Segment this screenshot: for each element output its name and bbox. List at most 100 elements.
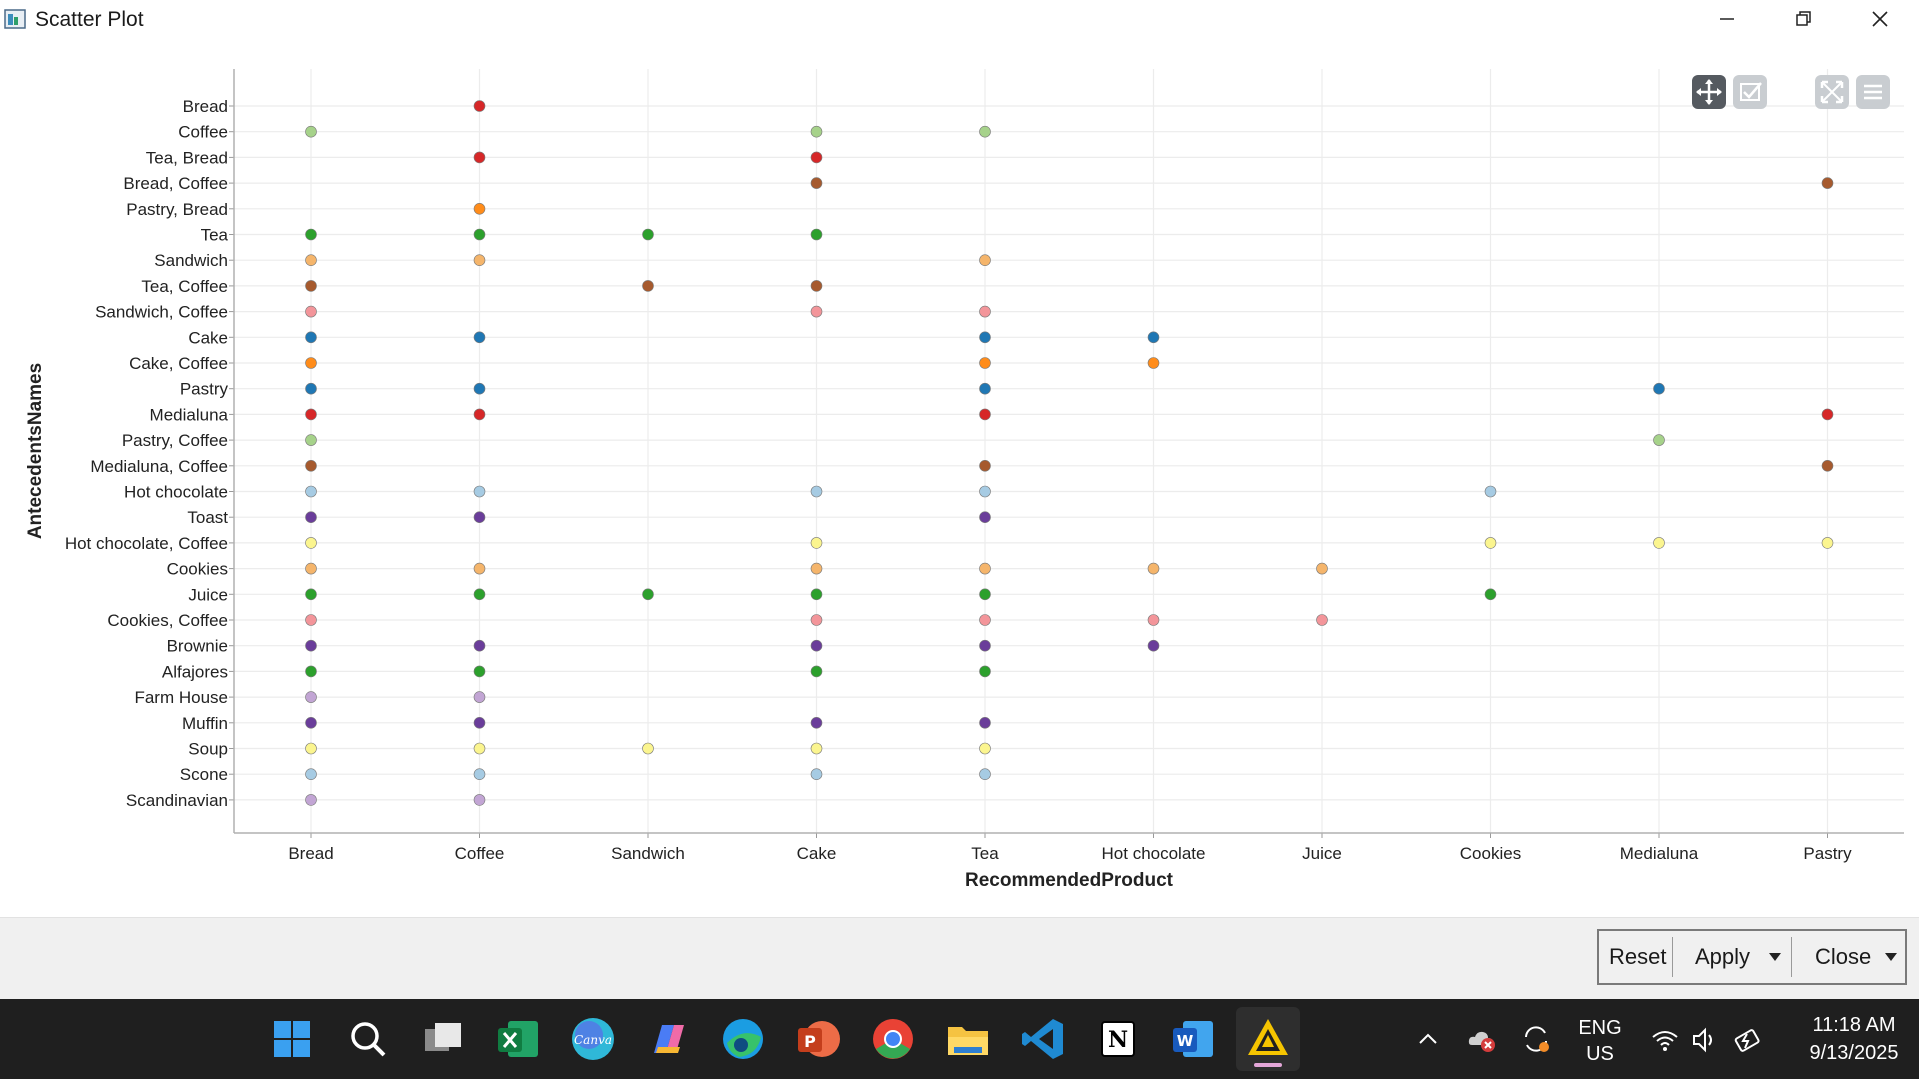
scatter-point: [305, 434, 317, 446]
powerpoint-app[interactable]: P: [792, 1013, 844, 1065]
apply-dropdown-icon[interactable]: [1768, 952, 1782, 962]
scatter-point: [642, 280, 654, 292]
word-app[interactable]: W: [1167, 1013, 1219, 1065]
scatter-point: [979, 254, 991, 266]
scatter-point: [305, 228, 317, 241]
apply-button[interactable]: Apply: [1695, 944, 1751, 969]
scatter-point: [305, 665, 317, 678]
scatter-point: [642, 588, 654, 601]
x-tick-label: Hot chocolate: [1102, 844, 1206, 863]
y-tick-label: Bread, Coffee: [123, 174, 228, 193]
start-button[interactable]: [266, 1013, 318, 1065]
x-tick-label: Cookies: [1460, 844, 1521, 863]
scatter-point: [473, 588, 486, 601]
clock-time[interactable]: 11:18 AM: [1812, 1014, 1896, 1036]
canva-icon: Canva: [572, 1018, 614, 1060]
y-tick-label: Pastry, Coffee: [122, 431, 228, 450]
battery-icon[interactable]: [1733, 1025, 1763, 1055]
region-indicator[interactable]: US: [1586, 1043, 1614, 1065]
search-button[interactable]: [342, 1013, 394, 1065]
onedrive-error-icon[interactable]: [1466, 1023, 1498, 1055]
y-tick-label: Brownie: [167, 637, 228, 656]
plot-area: Bread Coffee Tea, Bread Bread, Coffee Pastry…: [0, 39, 1919, 917]
scatter-point: [810, 588, 823, 601]
y-axis-title: AntecedentsNames: [25, 363, 46, 539]
y-tick-label: Toast: [187, 508, 228, 527]
clock-date[interactable]: 9/13/2025: [1809, 1042, 1899, 1064]
volume-icon[interactable]: [1690, 1025, 1720, 1055]
notion-icon: N: [1101, 1021, 1135, 1057]
scatter-point: [979, 408, 991, 421]
y-tick-label: Tea, Bread: [146, 148, 228, 167]
scatter-point: [979, 511, 991, 524]
task-view-button[interactable]: [417, 1013, 469, 1065]
y-tick-label: Scandinavian: [126, 791, 228, 810]
scatter-point: [979, 639, 991, 652]
chevron-up-icon[interactable]: [1416, 1027, 1440, 1051]
scatter-point: [810, 151, 823, 164]
active-app-button[interactable]: [1236, 1007, 1300, 1071]
pan-tool-button[interactable]: [1692, 75, 1726, 109]
x-tick-label: Tea: [971, 844, 999, 863]
scatter-point: [810, 177, 823, 189]
y-tick-label: Alfajores: [162, 662, 228, 681]
scatter-point: [305, 254, 317, 266]
y-tick-label: Bread: [183, 97, 228, 116]
zoom-fit-button[interactable]: [1815, 75, 1849, 109]
scatter-point: [1147, 357, 1160, 369]
file-explorer-icon: [948, 1027, 988, 1055]
scatter-point: [1821, 537, 1834, 549]
scatter-point: [1484, 588, 1497, 601]
window-title: Scatter Plot: [35, 8, 144, 31]
scatter-point: [810, 125, 823, 138]
notion-app[interactable]: N: [1092, 1013, 1144, 1065]
scatter-point: [305, 768, 317, 781]
language-indicator[interactable]: ENG: [1578, 1017, 1622, 1039]
scatter-point: [810, 665, 823, 678]
close-dropdown-icon[interactable]: [1884, 952, 1898, 962]
edge-app[interactable]: [717, 1013, 769, 1065]
scatter-point: [1821, 459, 1834, 472]
scatter-point: [1316, 614, 1328, 626]
scatter-point: [1484, 485, 1497, 498]
y-tick-label: Hot chocolate: [124, 483, 228, 502]
copilot-app[interactable]: [642, 1013, 694, 1065]
scatter-point: [473, 331, 486, 344]
y-tick-label: Cookies: [167, 560, 228, 579]
select-tool-button[interactable]: [1733, 75, 1767, 109]
y-tick-label: Medialuna, Coffee: [90, 457, 228, 476]
y-tick-label: Cookies, Coffee: [107, 611, 228, 630]
minimize-icon: [1720, 18, 1734, 20]
scatter-point: [305, 639, 317, 652]
scatter-point: [305, 562, 317, 575]
scatter-point: [979, 716, 991, 729]
scatter-point: [473, 228, 486, 241]
action-button-group: Reset Apply Close: [1597, 929, 1907, 985]
close-button[interactable]: Close: [1815, 944, 1872, 969]
chrome-app[interactable]: [867, 1013, 919, 1065]
scatter-point: [305, 537, 317, 549]
search-icon: [351, 1022, 386, 1057]
select-icon: [1740, 82, 1762, 101]
scatter-point: [979, 588, 991, 601]
excel-app[interactable]: [492, 1013, 544, 1065]
vscode-app[interactable]: [1017, 1013, 1069, 1065]
chart-menu-button[interactable]: [1856, 75, 1890, 109]
minimize-button[interactable]: [1692, 0, 1762, 39]
canva-app[interactable]: Canva: [567, 1013, 619, 1065]
scatter-point: [979, 562, 991, 575]
y-tick-label: Pastry, Bread: [126, 200, 228, 219]
close-window-button[interactable]: [1845, 0, 1915, 39]
y-tick-label: Sandwich, Coffee: [95, 303, 228, 322]
scatter-point: [979, 305, 991, 318]
reset-button[interactable]: Reset: [1609, 944, 1667, 969]
word-icon: W: [1173, 1021, 1213, 1057]
wifi-icon[interactable]: [1650, 1025, 1680, 1055]
sync-icon[interactable]: [1520, 1023, 1552, 1055]
x-tick-label: Sandwich: [611, 844, 685, 863]
scatter-point: [305, 305, 317, 318]
scatter-point: [473, 382, 486, 395]
scatter-point: [305, 408, 317, 421]
file-explorer-app[interactable]: [942, 1013, 994, 1065]
maximize-button[interactable]: [1768, 0, 1838, 39]
